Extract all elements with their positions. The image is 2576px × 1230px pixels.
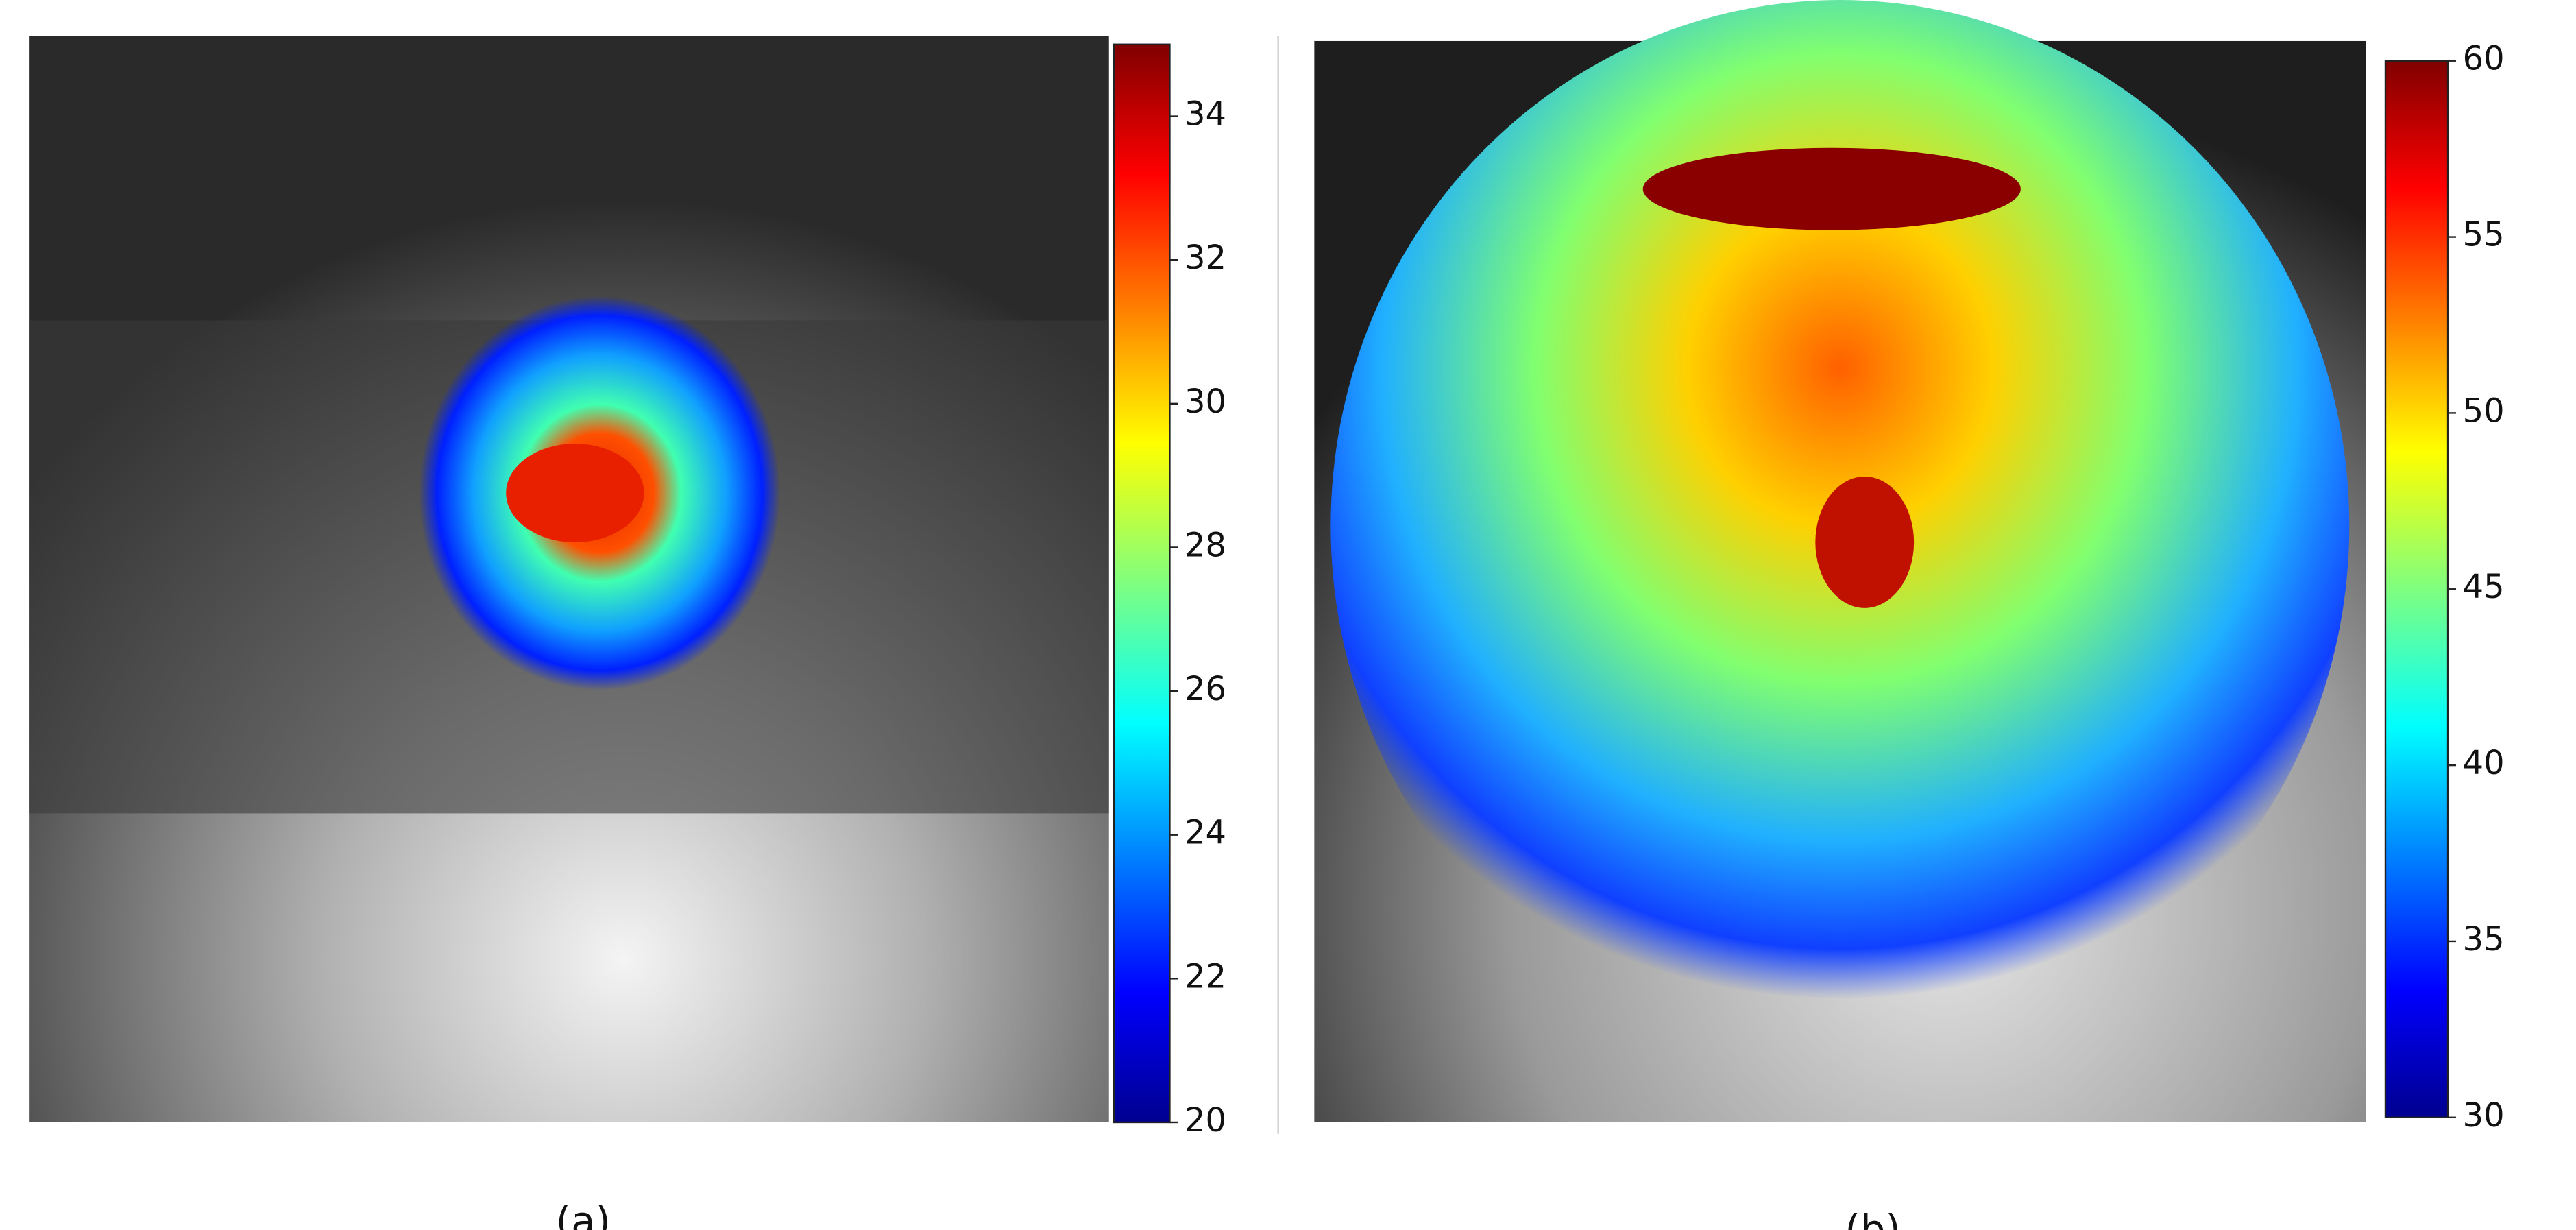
panel-label: (a) (556, 1198, 611, 1230)
colorbar-tick-label: 30 (1184, 383, 1226, 421)
colorbar-tick-label: 40 (2463, 745, 2505, 782)
colorbar (2384, 60, 2449, 1118)
image-b (1314, 0, 2366, 1122)
colorbar-tick-label: 28 (1184, 527, 1226, 564)
colorbar-tick-label: 24 (1184, 815, 1226, 852)
colorbar-tick-label: 34 (1184, 96, 1226, 134)
colorbar-tick-label: 26 (1184, 671, 1226, 708)
panel-label: (b) (1845, 1207, 1901, 1230)
colorbar-tick-label: 45 (2463, 568, 2505, 606)
colorbar-tick-label: 55 (2463, 217, 2505, 254)
colorbar-tick-label: 20 (1184, 1102, 1226, 1139)
colorbar-tick-label: 22 (1184, 958, 1226, 996)
colorbar-tick-label: 30 (2463, 1097, 2505, 1135)
colorbar-tick-label: 60 (2463, 40, 2505, 78)
colorbar-tick-label: 50 (2463, 392, 2505, 430)
colorbar-tick-label: 32 (1184, 239, 1226, 277)
colorbar-tick-label: 35 (2463, 921, 2505, 958)
image-a (29, 36, 1109, 1122)
colorbar (1113, 43, 1171, 1124)
